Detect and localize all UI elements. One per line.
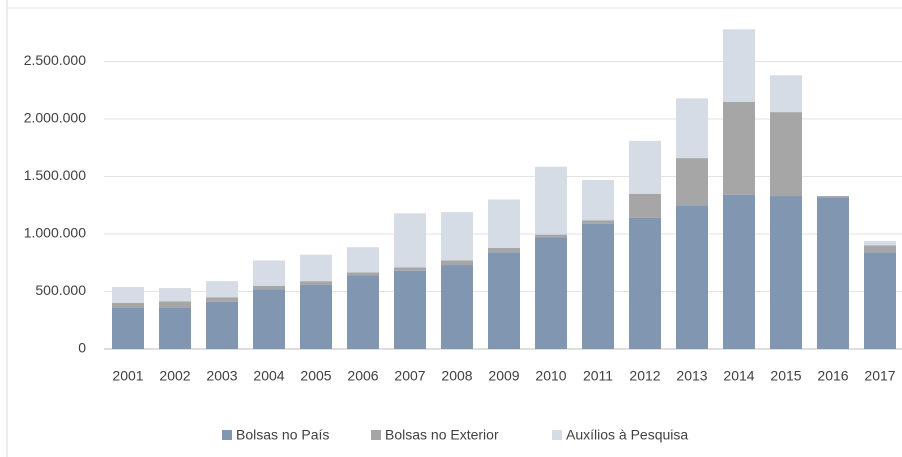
bar-segment — [347, 272, 379, 276]
bar-segment — [770, 112, 802, 197]
legend-swatch — [371, 430, 381, 440]
bar-segment — [723, 29, 755, 102]
bar-segment — [676, 158, 708, 206]
bar-segment — [300, 284, 332, 349]
bar-segment — [582, 179, 614, 221]
bar-segment — [629, 193, 661, 218]
x-tick-label: 2009 — [488, 368, 519, 384]
x-tick-label: 2017 — [864, 368, 895, 384]
bar-segment — [723, 101, 755, 195]
bar-segment — [770, 196, 802, 349]
bar-segment — [535, 234, 567, 238]
bar-segment — [441, 212, 473, 261]
x-tick-label: 2011 — [583, 368, 613, 384]
x-tick-label: 2016 — [817, 368, 848, 384]
x-tick-label: 2001 — [112, 368, 143, 384]
x-tick-label: 2005 — [300, 368, 331, 384]
x-tick-label: 2015 — [770, 368, 801, 384]
x-tick-label: 2010 — [535, 368, 566, 384]
bar-segment — [347, 275, 379, 349]
bar-segment — [488, 247, 520, 253]
bar-segment — [300, 254, 332, 282]
y-tick-label: 2.500.000 — [24, 52, 86, 68]
bar-segment — [629, 140, 661, 194]
bar-segment — [347, 247, 379, 273]
bar-segment — [300, 281, 332, 285]
x-tick-label: 2003 — [206, 368, 237, 384]
bar-segment — [629, 217, 661, 349]
bar-segment — [676, 205, 708, 349]
bar-segment — [112, 303, 144, 308]
bar-segment — [488, 252, 520, 349]
y-tick-label: 0 — [78, 340, 86, 356]
bar-segment — [206, 297, 238, 302]
y-tick-label: 500.000 — [35, 282, 86, 298]
bar-segment — [159, 307, 191, 349]
bar-segment — [864, 240, 896, 246]
bar-segment — [253, 285, 285, 290]
bar-segment — [817, 196, 849, 198]
bar-segment — [582, 223, 614, 349]
x-tick-label: 2012 — [629, 368, 660, 384]
legend-label: Bolsas no Exterior — [385, 427, 499, 443]
bar-segment — [206, 281, 238, 298]
bar-segment — [723, 194, 755, 349]
bar-segment — [159, 301, 191, 308]
bar-segment — [253, 260, 285, 286]
bar-segment — [441, 265, 473, 349]
bar-segment — [253, 289, 285, 349]
x-tick-label: 2006 — [347, 368, 378, 384]
x-tick-label: 2008 — [441, 368, 472, 384]
bar-segment — [535, 237, 567, 349]
legend-label: Bolsas no País — [236, 427, 329, 443]
bar-segment — [394, 213, 426, 268]
legend-label: Auxílios à Pesquisa — [566, 427, 688, 443]
bar-segment — [864, 245, 896, 253]
legend-swatch — [552, 430, 562, 440]
bar-segment — [817, 197, 849, 349]
x-tick-label: 2007 — [394, 368, 425, 384]
bar-segment — [535, 166, 567, 235]
bar-segment — [112, 307, 144, 349]
bar-segment — [394, 267, 426, 271]
bar-segment — [864, 252, 896, 349]
bar-segment — [394, 270, 426, 349]
y-tick-label: 2.000.000 — [24, 110, 86, 126]
bar-segment — [488, 199, 520, 248]
x-tick-label: 2014 — [723, 368, 754, 384]
x-tick-label: 2002 — [159, 368, 190, 384]
y-tick-label: 1.500.000 — [24, 167, 86, 183]
legend-swatch — [222, 430, 232, 440]
bar-segment — [676, 98, 708, 159]
bar-segment — [206, 301, 238, 349]
x-tick-label: 2013 — [676, 368, 707, 384]
bar-segment — [112, 286, 144, 303]
y-tick-label: 1.000.000 — [24, 225, 86, 241]
x-tick-label: 2004 — [253, 368, 284, 384]
bar-segment — [770, 75, 802, 113]
bar-segment — [441, 260, 473, 266]
bar-segment — [159, 288, 191, 302]
bar-segment — [582, 220, 614, 224]
